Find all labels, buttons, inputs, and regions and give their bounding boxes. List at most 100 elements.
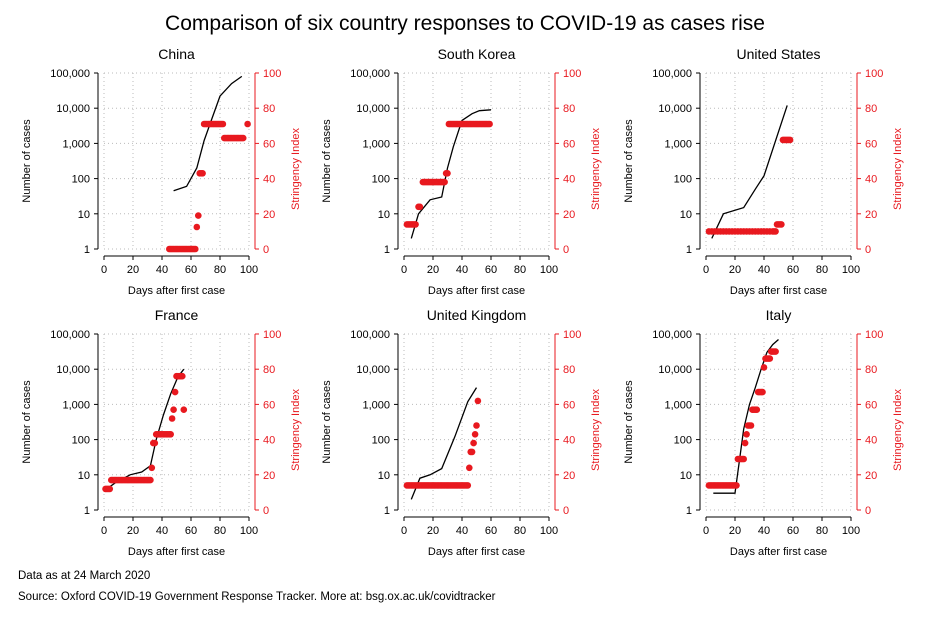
stringency-point	[760, 364, 768, 371]
x-tick-label: 20	[127, 525, 139, 537]
y-tick-label-left: 10,000	[56, 103, 90, 115]
x-tick-label: 0	[401, 525, 407, 537]
x-tick-label: 40	[758, 525, 770, 537]
stringency-point	[441, 178, 448, 186]
y-tick-label-right: 40	[563, 435, 575, 447]
x-axis-title: Days after first case	[128, 546, 225, 558]
stringency-point	[743, 431, 750, 438]
panel-title-italy: Italy	[766, 307, 792, 323]
y-tick-label-left: 1	[384, 505, 390, 517]
stringency-point	[168, 415, 176, 422]
y-axis-title-right: Stringency Index	[590, 389, 602, 471]
x-tick-label: 20	[729, 525, 741, 537]
x-tick-label: 60	[185, 264, 197, 276]
x-tick-label: 60	[787, 525, 799, 537]
y-tick-label-right: 0	[865, 505, 871, 517]
y-tick-label-left: 10	[378, 209, 390, 221]
x-tick-label: 40	[156, 525, 168, 537]
y-tick-label-right: 80	[865, 364, 877, 376]
x-tick-label: 0	[703, 264, 709, 276]
stringency-point	[199, 170, 206, 177]
y-tick-label-right: 40	[563, 174, 575, 186]
stringency-point	[470, 439, 477, 447]
y-tick-label-left: 100	[72, 435, 90, 447]
y-tick-label-left: 1	[686, 505, 692, 517]
stringency-point	[444, 170, 451, 177]
x-axis-title: Days after first case	[730, 285, 827, 297]
y-tick-label-left: 1	[84, 505, 90, 517]
y-tick-label-left: 1,000	[664, 138, 692, 150]
stringency-point	[471, 431, 479, 438]
cases-line-south-korea	[410, 109, 492, 239]
x-tick-label: 20	[729, 264, 741, 276]
y-tick-label-left: 100,000	[350, 329, 390, 341]
y-tick-label-right: 80	[865, 103, 877, 115]
x-tick-label: 40	[758, 264, 770, 276]
y-tick-label-right: 40	[263, 435, 275, 447]
stringency-point	[195, 212, 202, 219]
y-axis-title-left: Number of cases	[321, 380, 333, 464]
y-tick-label-right: 60	[263, 399, 275, 411]
x-tick-label: 40	[456, 264, 468, 276]
x-tick-label: 40	[156, 264, 168, 276]
y-tick-label-right: 100	[563, 68, 581, 80]
x-tick-label: 80	[816, 264, 828, 276]
stringency-point	[193, 223, 201, 231]
panel-title-united-kingdom: United Kingdom	[427, 307, 527, 323]
y-axis-title-right: Stringency Index	[290, 128, 302, 210]
y-tick-label-right: 60	[263, 138, 275, 150]
stringency-point	[147, 476, 154, 484]
stringency-point	[192, 245, 199, 253]
y-tick-label-right: 100	[263, 68, 281, 80]
x-tick-label: 100	[842, 525, 860, 537]
stringency-point	[486, 120, 493, 128]
y-tick-label-right: 80	[563, 364, 575, 376]
y-axis-title-right: Stringency Index	[892, 128, 904, 210]
y-tick-label-right: 20	[563, 470, 575, 482]
x-tick-label: 20	[427, 525, 439, 537]
y-tick-label-left: 1,000	[362, 399, 390, 411]
y-tick-label-right: 0	[263, 244, 269, 256]
y-tick-label-right: 60	[563, 138, 575, 150]
y-tick-label-right: 0	[563, 244, 569, 256]
stringency-point	[106, 485, 114, 493]
y-tick-label-left: 100	[72, 174, 90, 186]
stringency-point	[239, 134, 247, 142]
y-axis-title-left: Number of cases	[21, 380, 33, 464]
stringency-point	[759, 388, 766, 396]
y-tick-label-left: 10	[680, 470, 692, 482]
stringency-point	[741, 439, 749, 447]
stringency-point	[747, 422, 755, 429]
panel-title-france: France	[155, 307, 199, 323]
x-axis-title: Days after first case	[730, 546, 827, 558]
cases-line-united-kingdom	[410, 387, 478, 500]
x-tick-label: 20	[427, 264, 439, 276]
y-tick-label-right: 0	[563, 505, 569, 517]
cases-line-france	[106, 368, 185, 490]
y-tick-label-right: 100	[263, 329, 281, 341]
stringency-point	[473, 422, 480, 429]
y-tick-label-right: 40	[263, 174, 275, 186]
page-title: Comparison of six country responses to C…	[165, 12, 765, 35]
x-tick-label: 80	[514, 525, 526, 537]
y-tick-label-left: 10,000	[356, 103, 390, 115]
panel-title-south-korea: South Korea	[438, 46, 516, 62]
x-axis-title: Days after first case	[428, 546, 525, 558]
stringency-point	[148, 464, 156, 472]
y-tick-label-right: 60	[865, 399, 877, 411]
y-axis-title-left: Number of cases	[321, 119, 333, 203]
y-tick-label-right: 80	[263, 364, 275, 376]
stringency-point	[772, 348, 779, 355]
y-tick-label-left: 1	[384, 244, 390, 256]
y-tick-label-left: 100,000	[652, 68, 692, 80]
stringency-point	[740, 455, 747, 463]
y-tick-label-left: 100,000	[50, 329, 90, 341]
y-tick-label-left: 1	[686, 244, 692, 256]
x-tick-label: 100	[842, 264, 860, 276]
x-tick-label: 60	[787, 264, 799, 276]
y-tick-label-right: 20	[563, 209, 575, 221]
y-tick-label-left: 10,000	[356, 364, 390, 376]
x-tick-label: 80	[214, 525, 226, 537]
stringency-point	[753, 406, 761, 414]
stringency-point	[474, 397, 482, 405]
